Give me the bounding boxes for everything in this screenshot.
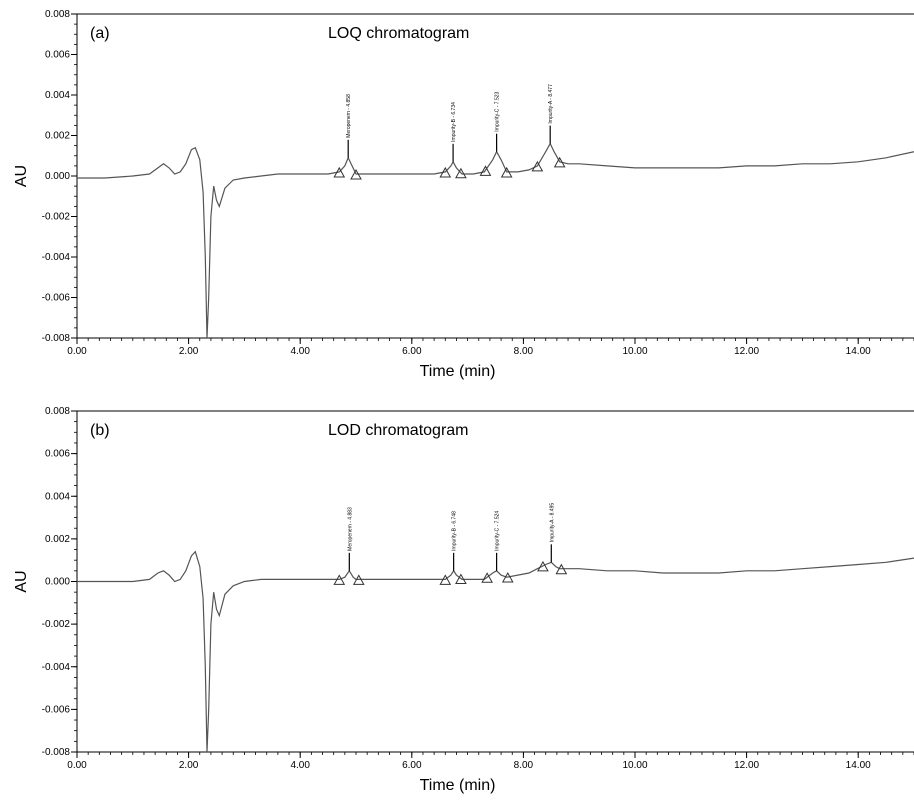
peak-boundary-marker [555, 563, 568, 575]
peak-boundary-marker [553, 156, 566, 168]
x-tick-label: 2.00 [179, 760, 199, 771]
peak-boundary-marker [455, 573, 467, 585]
peak-label: Impurity-A - 8.495 [549, 503, 555, 543]
peak-boundary-marker [333, 166, 346, 178]
y-tick-label: -0.006 [42, 293, 71, 304]
x-tick-label: 8.00 [514, 760, 534, 771]
peak-boundary-marker [501, 571, 514, 583]
chart-title: LOD chromatogram [328, 422, 469, 439]
peak-boundary-marker [481, 572, 493, 583]
y-axis-title: AU [13, 165, 30, 187]
peak-boundary-marker [352, 574, 365, 585]
y-tick-label: -0.004 [42, 662, 71, 673]
peak-boundary-marker [350, 168, 362, 180]
x-tick-label: 6.00 [402, 346, 422, 357]
y-tick-label: 0.000 [45, 577, 70, 588]
x-tick-label: 4.00 [290, 760, 310, 771]
peak-boundary-marker [455, 167, 467, 179]
panel-label: (b) [90, 422, 110, 439]
peak-boundary-marker [479, 165, 492, 176]
peak-label: Impurity-C - 7.524 [495, 511, 501, 551]
y-tick-label: 0.002 [45, 131, 70, 142]
y-tick-label: -0.002 [42, 619, 71, 630]
y-tick-label: 0.000 [45, 171, 70, 182]
chart-title: LOQ chromatogram [328, 25, 469, 42]
peak-label: Impurity-A - 8.477 [548, 84, 554, 124]
peak-label: Impurity-B - 6.734 [451, 102, 457, 142]
peak-label: Meropenem - 4.858 [346, 94, 352, 138]
x-tick-label: 10.00 [622, 346, 647, 357]
y-tick-label: 0.006 [45, 449, 70, 460]
x-axis-title: Time (min) [420, 363, 496, 380]
x-axis-title: Time (min) [420, 777, 496, 794]
peak-boundary-marker [439, 574, 452, 585]
y-tick-label: 0.002 [45, 534, 70, 545]
chromatogram-trace [77, 550, 914, 753]
y-tick-label: -0.002 [42, 212, 71, 223]
peak-boundary-marker [500, 166, 513, 178]
y-axis-title: AU [13, 570, 30, 592]
panel-b-lod-chromatogram: 0.008 0.006 0.004 0.002 0.000 -0.002 -0.004 -0.… [13, 406, 914, 794]
x-tick-label: 12.00 [734, 760, 759, 771]
panel-label: (a) [90, 25, 110, 42]
x-tick-label: 14.00 [846, 760, 871, 771]
x-tick-label: 12.00 [734, 346, 759, 357]
x-tick-label: 14.00 [846, 346, 871, 357]
y-tick-label: 0.008 [45, 406, 70, 417]
peak-boundary-marker [537, 560, 549, 572]
peak-boundary-marker [531, 160, 544, 172]
x-tick-label: 0.00 [67, 346, 87, 357]
y-tick-label: -0.004 [42, 252, 71, 263]
x-tick-label: 8.00 [514, 346, 534, 357]
peak-label: Impurity-C - 7.523 [495, 91, 501, 131]
peak-boundary-marker [333, 574, 346, 585]
panel-a-loq-chromatogram: 0.008 0.006 0.004 0.002 0.000 -0.002 -0.004 -0.… [13, 9, 914, 380]
x-tick-label: 10.00 [622, 760, 647, 771]
x-tick-label: 4.00 [290, 346, 310, 357]
y-tick-label: 0.006 [45, 50, 70, 61]
x-tick-label: 6.00 [402, 760, 422, 771]
x-tick-label: 2.00 [179, 346, 199, 357]
y-tick-label: -0.008 [42, 333, 71, 344]
peak-boundary-marker [439, 166, 452, 178]
peak-label: Meropenem - 4.883 [347, 507, 353, 551]
y-tick-label: 0.004 [45, 491, 70, 502]
chromatogram-trace [77, 142, 914, 339]
peak-label: Impurity-B - 6.748 [452, 511, 458, 551]
y-tick-label: -0.008 [42, 747, 71, 758]
y-tick-label: -0.006 [42, 704, 71, 715]
y-tick-label: 0.008 [45, 9, 70, 20]
x-tick-label: 0.00 [67, 760, 87, 771]
y-tick-label: 0.004 [45, 90, 70, 101]
